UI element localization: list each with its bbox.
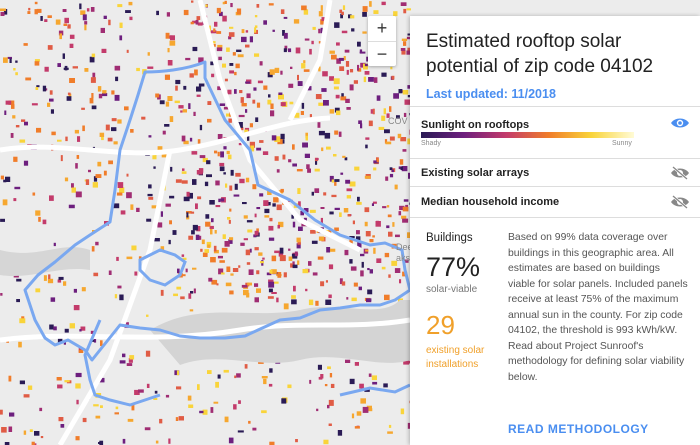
layer-row-solar-arrays[interactable]: Existing solar arrays — [410, 158, 700, 187]
scale-min-label: Shady — [421, 140, 441, 147]
eye-off-icon[interactable] — [670, 195, 690, 209]
scale-max-label: Sunny — [612, 140, 632, 147]
eye-off-icon[interactable] — [670, 166, 690, 180]
zoom-out-button[interactable]: − — [368, 41, 396, 67]
layer-label: Median household income — [421, 196, 560, 208]
layer-label: Sunlight on rooftops — [421, 119, 530, 131]
sunlight-gradient-bar — [421, 132, 634, 138]
read-methodology-link[interactable]: READ METHODOLOGY — [508, 422, 649, 436]
installations-label: existing solar installations — [426, 345, 485, 370]
water-area — [150, 300, 410, 365]
info-panel: Estimated rooftop solar potential of zip… — [410, 16, 700, 445]
last-updated: Last updated: 11/2018 — [426, 87, 556, 101]
rooftop-heatmap-layer — [0, 0, 415, 445]
map-label: Dee — [396, 242, 413, 252]
map-label: aks — [396, 253, 411, 263]
zip-boundary-lower — [83, 319, 411, 407]
layer-row-income[interactable]: Median household income — [410, 186, 700, 218]
roads — [0, 0, 411, 445]
buildings-heading: Buildings — [426, 232, 473, 244]
zip-boundary-inner — [138, 248, 187, 287]
coverage-description: Based on 99% data coverage over building… — [508, 232, 688, 383]
solar-viable-label: solar-viable — [426, 284, 478, 295]
zoom-control: + − — [368, 16, 396, 66]
installations-count: 29 — [426, 310, 455, 340]
zip-boundary — [23, 60, 412, 362]
layer-label: Existing solar arrays — [421, 167, 530, 179]
solar-viable-percent: 77% — [426, 252, 481, 282]
eye-icon[interactable] — [670, 116, 690, 130]
water-area — [0, 247, 90, 277]
zoom-in-button[interactable]: + — [376, 18, 388, 38]
map-label: COV — [388, 116, 408, 126]
panel-title: Estimated rooftop solar potential of zip… — [426, 31, 654, 77]
layer-row-sunlight[interactable]: Sunlight on rooftops Shady Sunny — [410, 106, 700, 159]
